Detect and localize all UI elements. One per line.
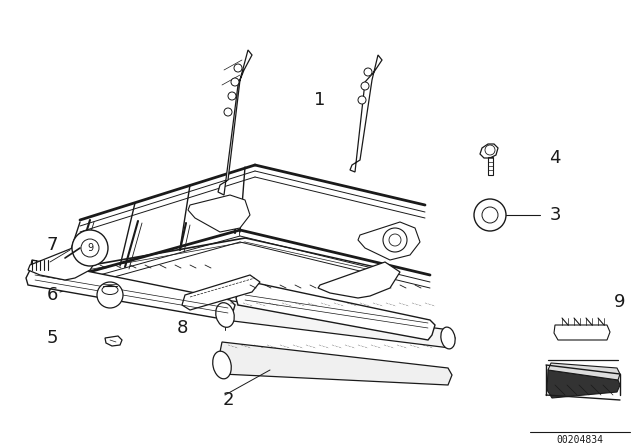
Circle shape	[361, 82, 369, 90]
Polygon shape	[318, 262, 400, 298]
Circle shape	[97, 282, 123, 308]
Circle shape	[228, 92, 236, 100]
Circle shape	[482, 207, 498, 223]
Polygon shape	[105, 336, 122, 346]
Text: 4: 4	[549, 149, 561, 167]
Ellipse shape	[441, 327, 455, 349]
Circle shape	[81, 239, 99, 257]
Polygon shape	[26, 260, 235, 320]
Text: 7: 7	[46, 236, 58, 254]
Polygon shape	[547, 370, 620, 398]
Ellipse shape	[102, 285, 118, 294]
Circle shape	[383, 228, 407, 252]
Circle shape	[234, 64, 242, 72]
Text: 2: 2	[222, 391, 234, 409]
Text: 8: 8	[176, 319, 188, 337]
Circle shape	[231, 78, 239, 86]
Text: 9: 9	[614, 293, 626, 311]
Text: 3: 3	[549, 206, 561, 224]
Polygon shape	[218, 300, 455, 348]
Text: 9: 9	[87, 243, 93, 253]
Circle shape	[224, 108, 232, 116]
Circle shape	[358, 96, 366, 104]
Polygon shape	[28, 245, 100, 280]
Ellipse shape	[212, 351, 231, 379]
Polygon shape	[236, 280, 435, 340]
Polygon shape	[218, 342, 452, 385]
Polygon shape	[358, 222, 420, 260]
Text: 6: 6	[46, 286, 58, 304]
Circle shape	[364, 68, 372, 76]
Polygon shape	[554, 325, 610, 340]
Ellipse shape	[216, 303, 234, 327]
Polygon shape	[182, 275, 260, 310]
Circle shape	[389, 234, 401, 246]
Circle shape	[72, 230, 108, 266]
Text: 00204834: 00204834	[557, 435, 604, 445]
Circle shape	[474, 199, 506, 231]
Polygon shape	[548, 363, 620, 380]
Polygon shape	[218, 50, 252, 195]
Text: 5: 5	[46, 329, 58, 347]
Polygon shape	[188, 195, 250, 232]
Text: 1: 1	[314, 91, 326, 109]
Bar	[488, 157, 493, 175]
Circle shape	[485, 145, 495, 155]
Polygon shape	[350, 55, 382, 172]
Polygon shape	[480, 144, 498, 158]
